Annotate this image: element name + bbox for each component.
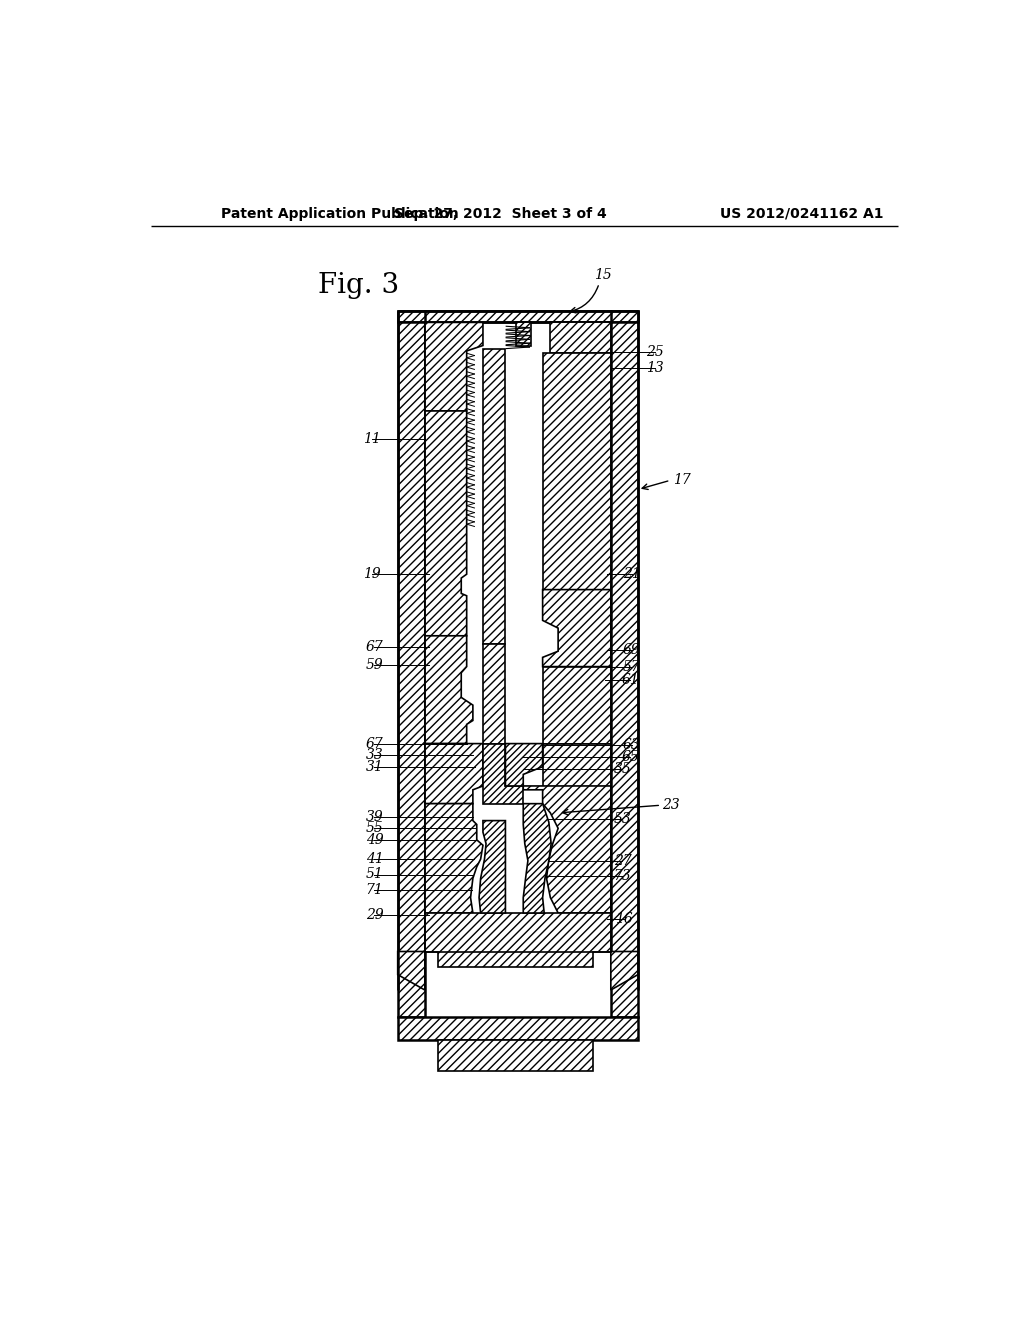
Text: Sep. 27, 2012  Sheet 3 of 4: Sep. 27, 2012 Sheet 3 of 4 xyxy=(393,207,606,220)
Text: 15: 15 xyxy=(594,268,612,282)
Polygon shape xyxy=(611,312,638,1016)
Polygon shape xyxy=(523,785,611,913)
Polygon shape xyxy=(611,952,638,990)
Text: 53: 53 xyxy=(613,812,632,826)
Polygon shape xyxy=(425,312,611,322)
Polygon shape xyxy=(479,821,506,913)
Polygon shape xyxy=(523,804,551,913)
Text: US 2012/0241162 A1: US 2012/0241162 A1 xyxy=(721,207,884,220)
Text: 61: 61 xyxy=(622,673,639,688)
Polygon shape xyxy=(425,804,483,913)
Text: 31: 31 xyxy=(366,760,383,774)
Polygon shape xyxy=(515,322,531,346)
Text: 49: 49 xyxy=(366,833,383,847)
Text: 71: 71 xyxy=(366,883,383,896)
Text: 23: 23 xyxy=(662,799,679,812)
Text: 51: 51 xyxy=(366,867,383,882)
Text: 55: 55 xyxy=(366,821,383,836)
Polygon shape xyxy=(425,322,483,411)
Text: 21: 21 xyxy=(623,568,641,581)
Text: 33: 33 xyxy=(366,748,383,762)
Text: 65: 65 xyxy=(622,751,639,764)
Polygon shape xyxy=(483,644,506,743)
Polygon shape xyxy=(483,743,523,804)
Text: 25: 25 xyxy=(646,346,664,359)
Text: 13: 13 xyxy=(646,360,664,375)
Polygon shape xyxy=(543,590,611,667)
Text: 35: 35 xyxy=(613,762,632,776)
Text: 59: 59 xyxy=(366,659,383,672)
Polygon shape xyxy=(543,354,611,590)
Text: 57: 57 xyxy=(623,660,641,673)
Text: 17: 17 xyxy=(673,474,691,487)
Polygon shape xyxy=(550,322,611,354)
Polygon shape xyxy=(397,312,638,322)
Text: 73: 73 xyxy=(613,869,632,883)
Polygon shape xyxy=(483,350,506,644)
Text: 67: 67 xyxy=(366,640,383,653)
Polygon shape xyxy=(397,312,425,1016)
Polygon shape xyxy=(425,636,473,743)
Text: 63: 63 xyxy=(623,738,641,752)
Polygon shape xyxy=(425,411,467,636)
Text: 69: 69 xyxy=(623,643,641,656)
Text: 19: 19 xyxy=(364,568,381,581)
Text: 27: 27 xyxy=(613,854,632,867)
Text: 39: 39 xyxy=(366,809,383,824)
Polygon shape xyxy=(397,1016,638,1040)
Text: 41: 41 xyxy=(366,853,383,866)
Polygon shape xyxy=(438,1040,593,1071)
Text: Fig. 3: Fig. 3 xyxy=(317,272,399,298)
Polygon shape xyxy=(543,743,611,804)
Text: Patent Application Publication: Patent Application Publication xyxy=(221,207,459,220)
Text: 11: 11 xyxy=(364,433,381,446)
Text: 29: 29 xyxy=(366,908,383,921)
Polygon shape xyxy=(543,667,611,743)
Polygon shape xyxy=(506,743,543,785)
Polygon shape xyxy=(397,952,425,990)
Text: 16: 16 xyxy=(615,912,633,927)
Polygon shape xyxy=(425,913,611,966)
Text: 67: 67 xyxy=(366,737,383,751)
Polygon shape xyxy=(425,743,483,804)
